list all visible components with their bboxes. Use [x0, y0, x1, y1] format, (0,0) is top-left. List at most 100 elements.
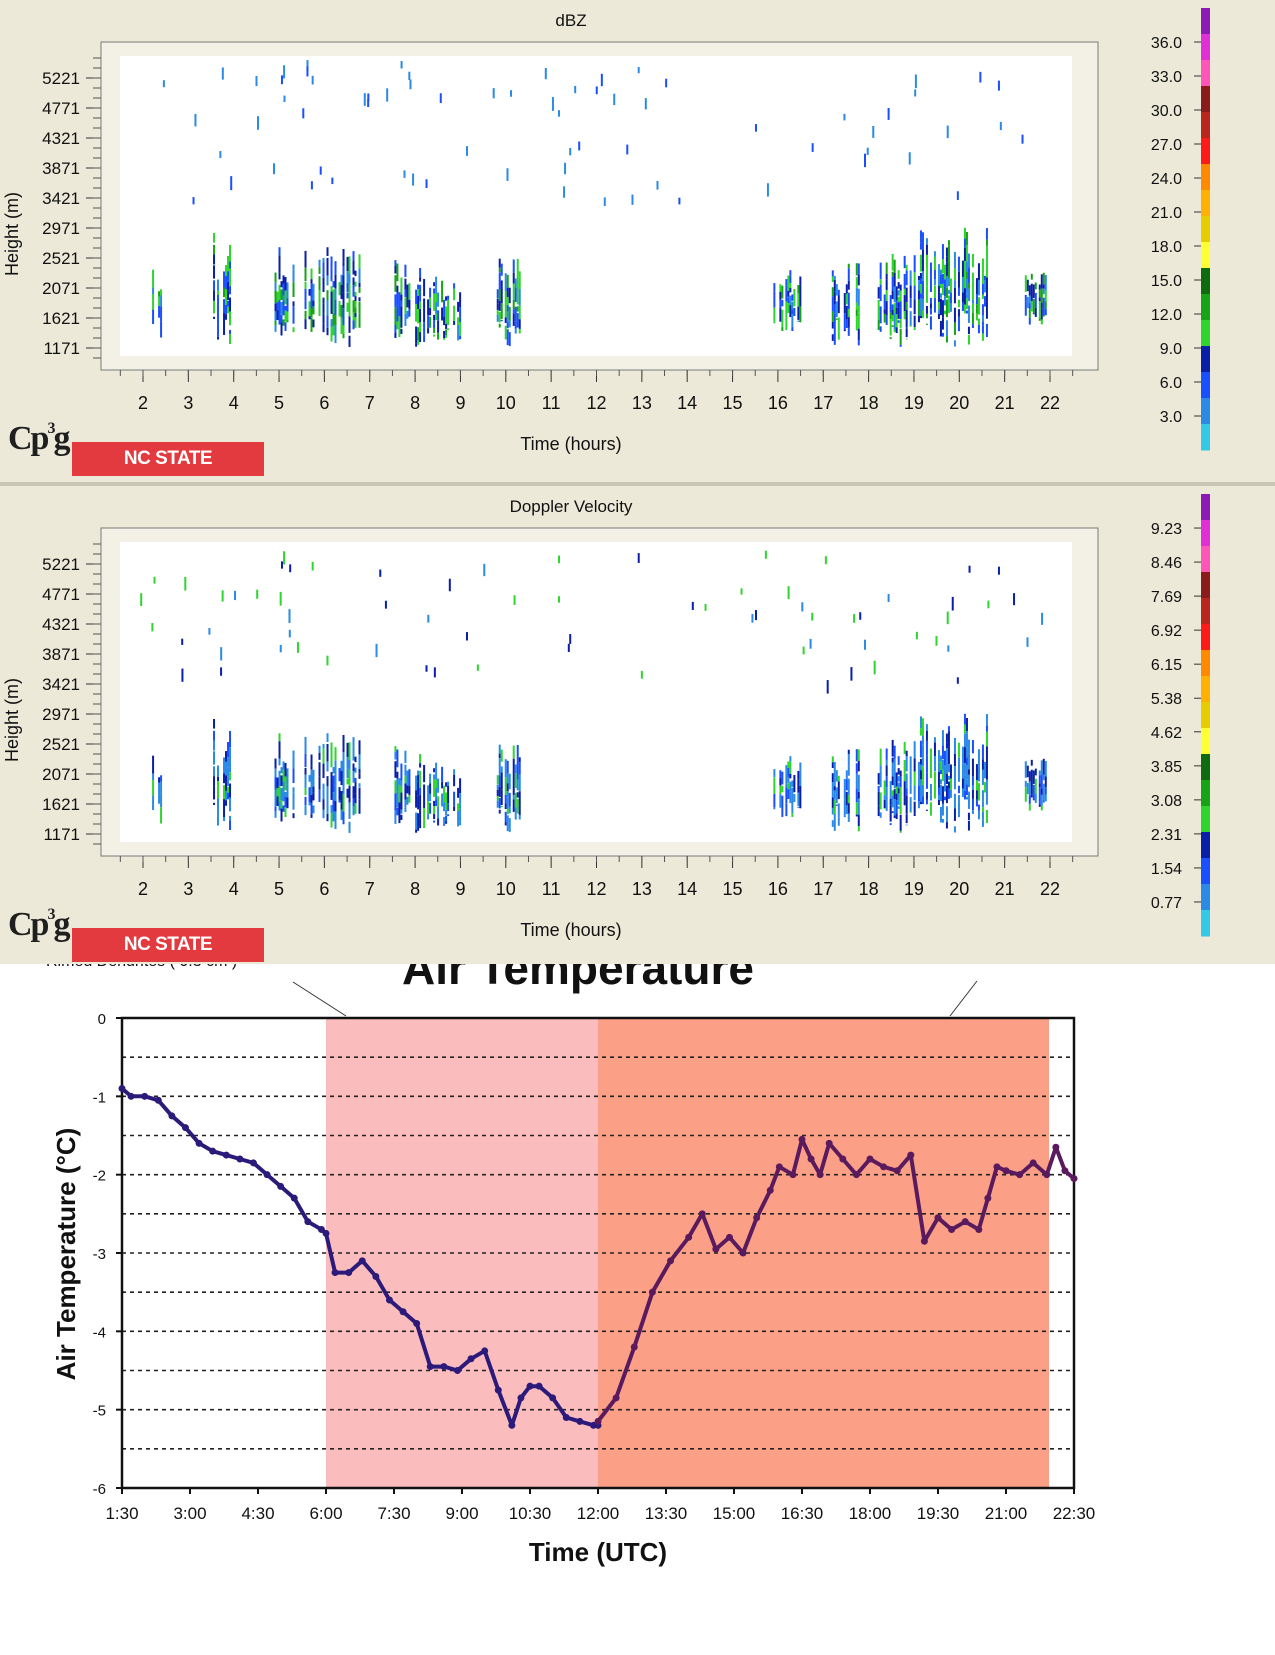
echo-pixel [505, 822, 507, 825]
echo-speck [957, 677, 959, 683]
temperature-point [853, 1171, 860, 1178]
echo-pixel [152, 294, 154, 310]
echo-pixel [323, 304, 325, 313]
echo-pixel [1039, 301, 1041, 318]
temperature-point [826, 1140, 833, 1147]
echo-pixel [349, 316, 351, 332]
echo-pixel [423, 335, 425, 342]
echo-pixel [838, 317, 840, 331]
echo-speck [367, 99, 369, 107]
echo-pixel [419, 763, 421, 767]
echo-pixel [942, 730, 944, 745]
echo-pixel [281, 315, 283, 323]
temperature-point [386, 1297, 393, 1304]
echo-pixel [229, 731, 231, 747]
echo-pixel [884, 808, 886, 809]
echo-pixel [519, 805, 521, 815]
echo-speck [434, 667, 436, 677]
echo-pixel [443, 300, 445, 317]
echo-pixel [896, 301, 898, 308]
chart-title: Doppler Velocity [510, 497, 633, 516]
echo-pixel [505, 309, 507, 318]
echo-pixel [287, 768, 289, 784]
echo-pixel [1027, 783, 1029, 794]
temperature-point [119, 1085, 126, 1092]
echo-pixel [353, 285, 355, 297]
echo-pixel [1045, 275, 1047, 290]
echo-pixel [355, 787, 357, 793]
echo-pixel [513, 313, 515, 326]
echo-pixel [1025, 275, 1027, 292]
echo-pixel [785, 285, 787, 301]
echo-pixel [789, 782, 791, 791]
echo-pixel [986, 260, 988, 277]
annotation-text: Trace [954, 964, 994, 968]
x-tick-label: 21:00 [985, 1504, 1028, 1523]
echo-pixel [275, 759, 277, 769]
echo-pixel [229, 784, 231, 798]
echo-pixel [944, 311, 946, 315]
echo-speck [1041, 613, 1043, 625]
echo-pixel [429, 288, 431, 298]
echo-pixel [429, 317, 431, 328]
echo-pixel [217, 823, 219, 826]
echo-pixel [856, 749, 858, 761]
echo-pixel [918, 766, 920, 776]
echo-pixel [787, 282, 789, 291]
echo-pixel [517, 259, 519, 274]
echo-pixel [789, 774, 791, 779]
echo-pixel [976, 790, 978, 794]
echo-pixel [327, 786, 329, 801]
echo-pixel [938, 750, 940, 763]
echo-pixel [441, 281, 443, 296]
echo-pixel [1041, 289, 1043, 303]
echo-pixel [331, 813, 333, 827]
echo-pixel [968, 306, 970, 323]
echo-pixel [437, 796, 439, 806]
echo-pixel [890, 295, 892, 313]
echo-pixel [906, 796, 908, 814]
x-axis-label: Time (UTC) [529, 1537, 667, 1567]
echo-pixel [944, 797, 946, 801]
echo-pixel [152, 780, 154, 796]
echo-pixel [976, 294, 978, 304]
temperature-point [685, 1234, 692, 1241]
echo-speck [645, 98, 647, 109]
echo-pixel [279, 733, 281, 741]
echo-pixel [505, 317, 507, 323]
echo-pixel [950, 790, 952, 798]
colorbar-label: 3.08 [1151, 793, 1182, 810]
echo-pixel [1031, 284, 1033, 302]
echo-pixel [910, 298, 912, 308]
echo-pixel [497, 299, 499, 304]
echo-pixel [920, 230, 922, 242]
echo-pixel [898, 290, 900, 295]
echo-pixel [920, 741, 922, 758]
echo-pixel [779, 284, 781, 291]
echo-pixel [507, 774, 509, 784]
echo-pixel [906, 751, 908, 757]
echo-pixel [283, 296, 285, 301]
echo-pixel [355, 317, 357, 328]
echo-pixel [229, 820, 231, 830]
echo-pixel [419, 788, 421, 795]
colorbar-label: 36.0 [1151, 35, 1182, 52]
x-tick-label: 6 [319, 879, 329, 899]
echo-pixel [898, 297, 900, 303]
echo-pixel [223, 773, 225, 783]
x-tick-label: 14 [677, 393, 697, 413]
echo-pixel [946, 288, 948, 298]
echo-pixel [930, 789, 932, 794]
echo-pixel [331, 783, 333, 799]
echo-pixel [781, 772, 783, 785]
echo-speck [874, 661, 876, 675]
echo-pixel [160, 775, 162, 781]
echo-pixel [507, 288, 509, 298]
echo-pixel [1033, 785, 1035, 799]
echo-pixel [333, 799, 335, 811]
echo-pixel [884, 309, 886, 314]
echo-pixel [848, 281, 850, 290]
echo-pixel [429, 308, 431, 315]
echo-pixel [940, 785, 942, 802]
echo-pixel [920, 293, 922, 298]
